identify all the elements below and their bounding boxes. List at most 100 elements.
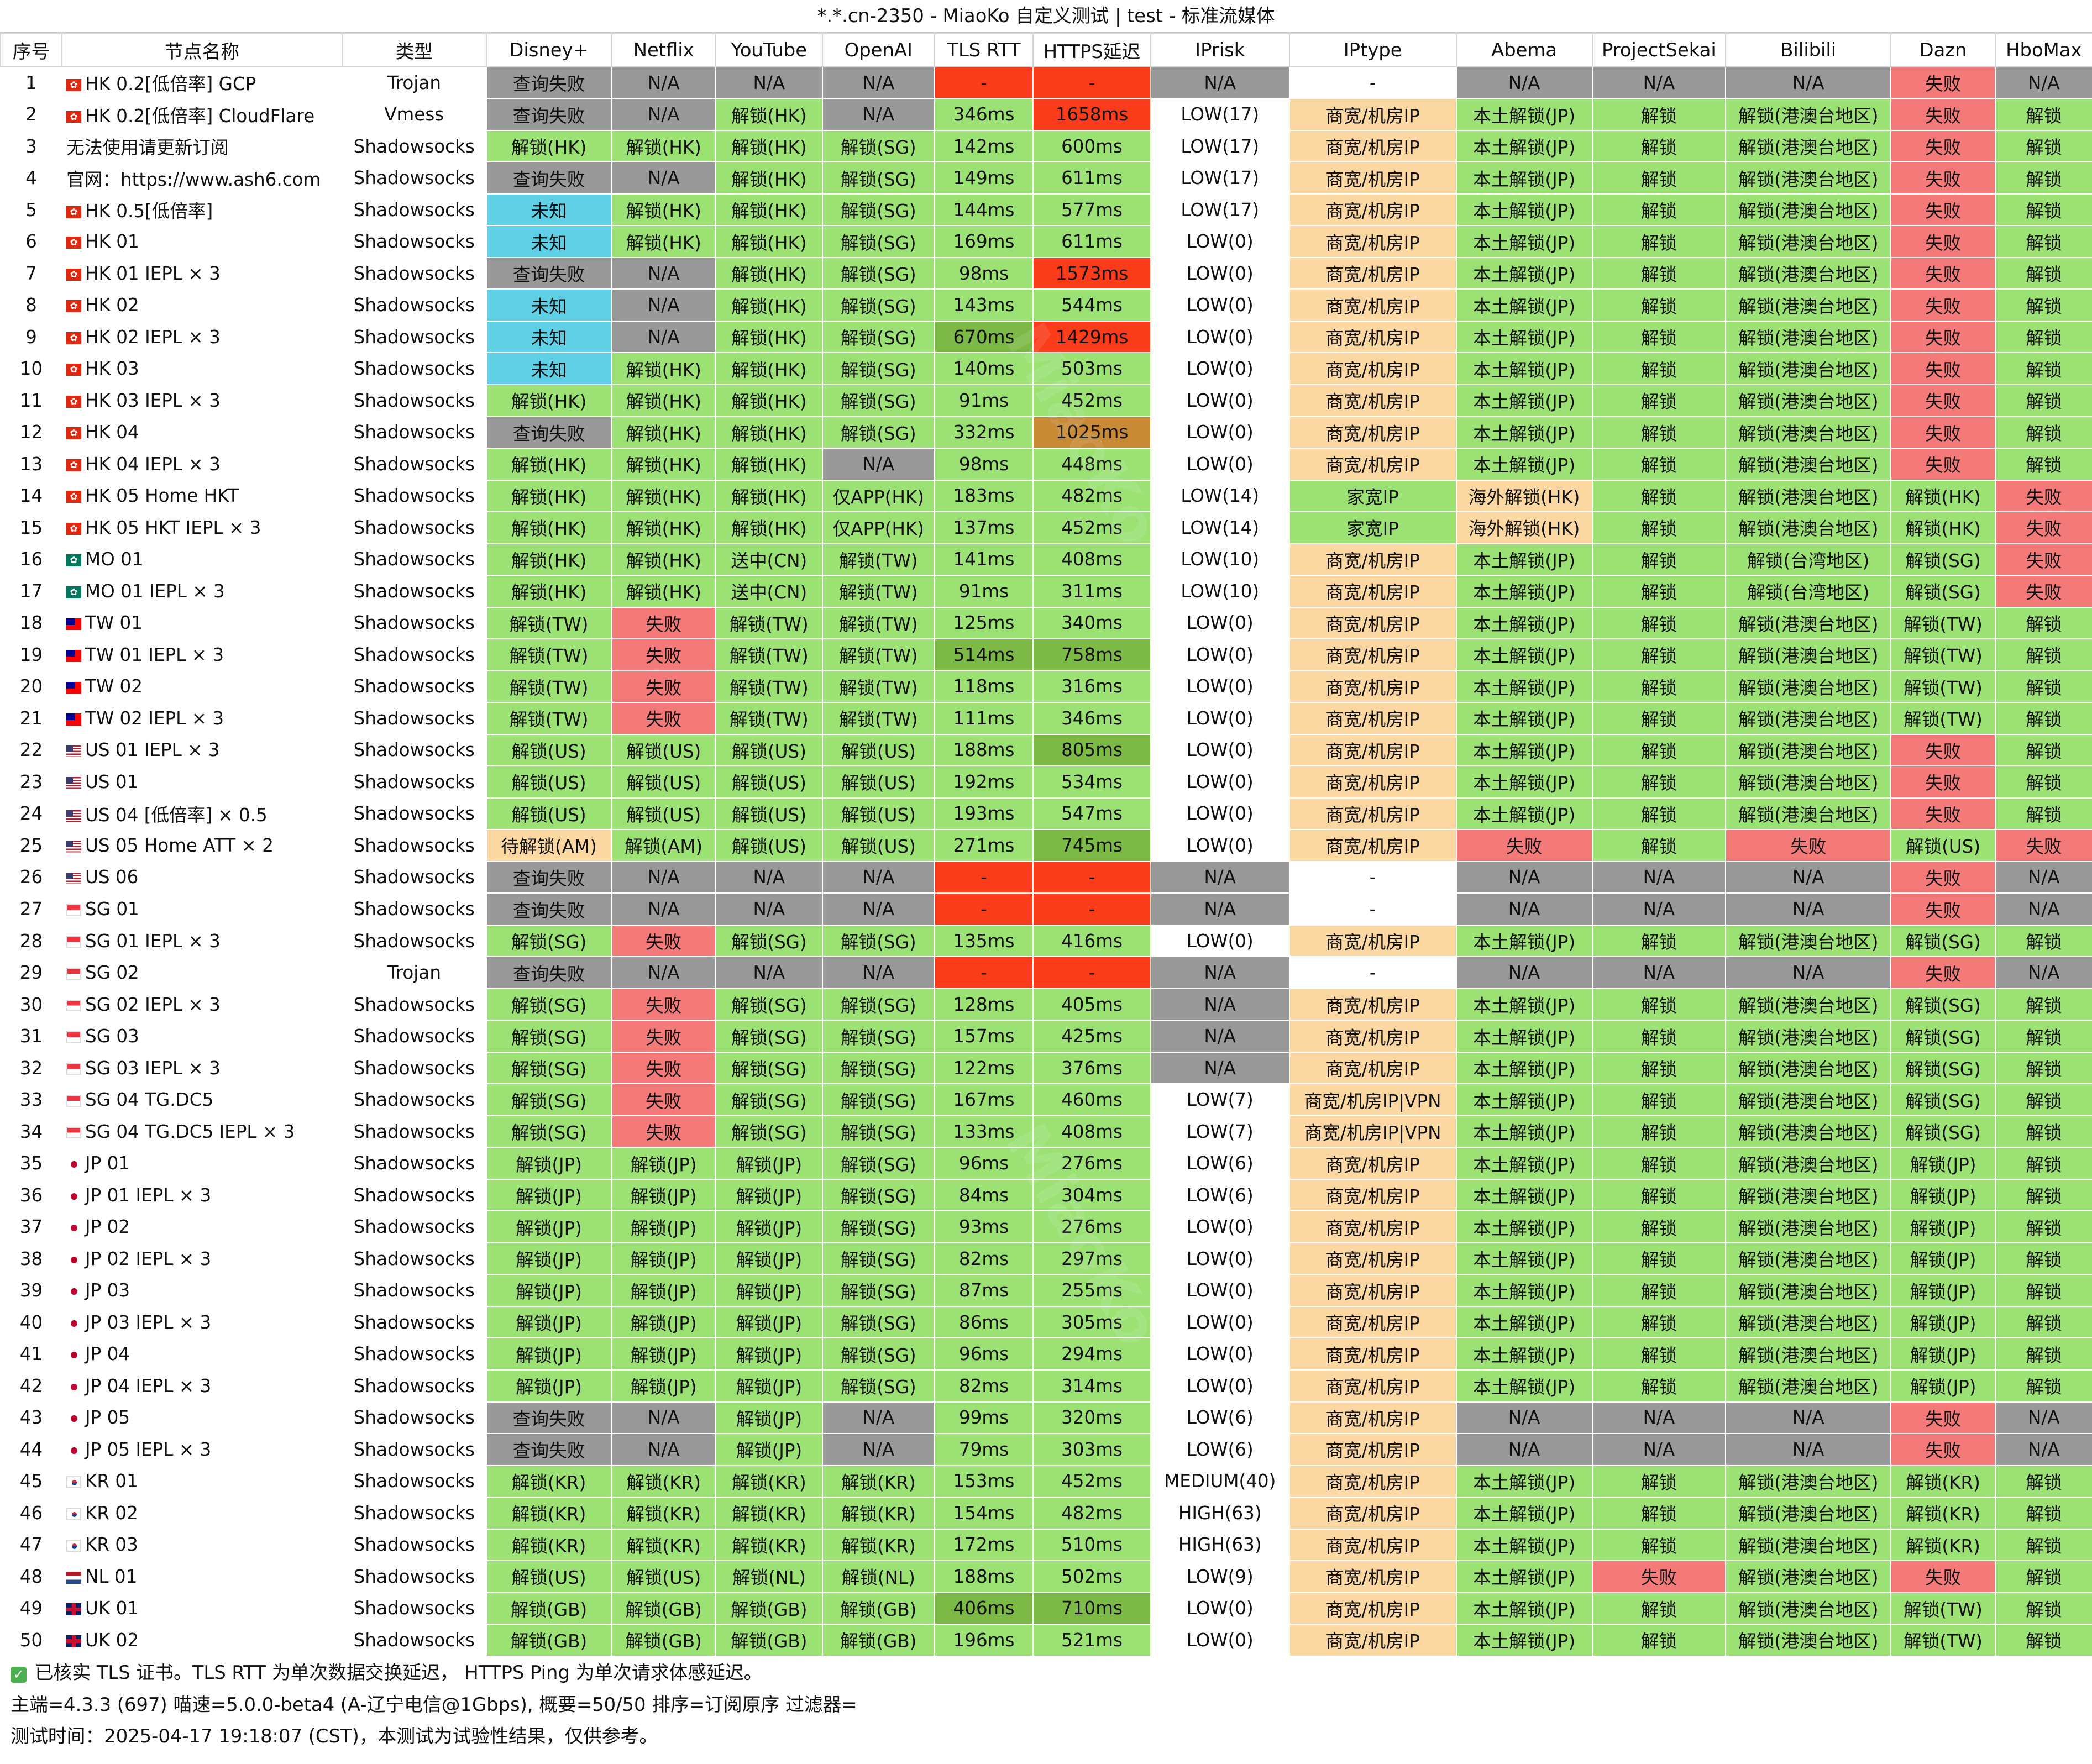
table-row[interactable]: 30 SG 02 IEPL × 3 Shadowsocks 解锁(SG) 失败 解锁(SG… <box>0 988 2092 1021</box>
table-row[interactable]: 48 NL 01 Shadowsocks 解锁(US) 解锁(US) 解锁(NL) 解锁(N… <box>0 1560 2092 1593</box>
table-row[interactable]: 31 SG 03 Shadowsocks 解锁(SG) 失败 解锁(SG) 解锁(SG) 15… <box>0 1020 2092 1053</box>
result-cell: 本土解锁(JP) <box>1455 765 1593 799</box>
table-row[interactable]: 11 ✿ HK 03 IEPL × 3 Shadowsocks 解锁(HK) 解锁(HK)… <box>0 384 2092 417</box>
column-header[interactable]: 序号 <box>0 33 63 67</box>
result-cell: 解锁(GB) <box>611 1592 716 1625</box>
table-row[interactable]: 23 US 01 Shadowsocks 解锁(US) 解锁(US) 解锁(US) 解锁(U… <box>0 765 2092 799</box>
result-cell: 商宽/机房IP <box>1288 1369 1457 1403</box>
table-row[interactable]: 34 SG 04 TG.DC5 IEPL × 3 Shadowsocks 解锁(SG)… <box>0 1115 2092 1148</box>
table-row[interactable]: 46 KR 02 Shadowsocks 解锁(KR) 解锁(KR) 解锁(KR) 解锁(K… <box>0 1497 2092 1530</box>
table-row[interactable]: 33 SG 04 TG.DC5 Shadowsocks 解锁(SG) 失败 解锁(SG) 解… <box>0 1083 2092 1116</box>
result-cell: 解锁(TW) <box>715 702 823 735</box>
result-cell: 解锁 <box>1591 225 1727 258</box>
column-header[interactable]: Dazn <box>1890 33 1996 67</box>
result-cell: N/A <box>611 320 716 354</box>
node-name-text: HK 05 Home HKT <box>85 485 239 507</box>
result-cell: N/A <box>821 448 935 481</box>
table-row[interactable]: 29 SG 02 Trojan 查询失败 N/A N/A N/A - - N/A - N/A N/A N/… <box>0 956 2092 989</box>
result-cell: N/A <box>1725 1401 1892 1435</box>
table-row[interactable]: 36 JP 01 IEPL × 3 Shadowsocks 解锁(JP) 解锁(JP) 解… <box>0 1178 2092 1212</box>
table-row[interactable]: 20 TW 02 Shadowsocks 解锁(TW) 失败 解锁(TW) 解锁(TW) 11… <box>0 670 2092 704</box>
table-row[interactable]: 14 ✿ HK 05 Home HKT Shadowsocks 解锁(HK) 解锁(HK)… <box>0 479 2092 513</box>
result-cell: 解锁 <box>1591 1147 1727 1180</box>
table-row[interactable]: 5 ✿ HK 0.5[低倍率] Shadowsocks 未知 解锁(HK) 解锁(HK) 解锁… <box>0 193 2092 227</box>
table-row[interactable]: 19 TW 01 IEPL × 3 Shadowsocks 解锁(TW) 失败 解锁(TW… <box>0 638 2092 671</box>
column-header[interactable]: ProjectSekai <box>1591 33 1727 67</box>
table-row[interactable]: 24 US 04 [低倍率] × 0.5 Shadowsocks 解锁(US) 解锁(U… <box>0 797 2092 831</box>
table-row[interactable]: 43 JP 05 Shadowsocks 查询失败 N/A 解锁(JP) N/A 99ms 32… <box>0 1401 2092 1435</box>
table-row[interactable]: 42 JP 04 IEPL × 3 Shadowsocks 解锁(JP) 解锁(JP) 解… <box>0 1369 2092 1403</box>
hk-flag-icon: ✿ <box>66 522 81 535</box>
table-row[interactable]: 17 ✿ MO 01 IEPL × 3 Shadowsocks 解锁(HK) 解锁(HK)… <box>0 575 2092 608</box>
table-row[interactable]: 27 SG 01 Shadowsocks 查询失败 N/A N/A N/A - - N/A - N/A… <box>0 893 2092 926</box>
table-row[interactable]: 44 JP 05 IEPL × 3 Shadowsocks 查询失败 N/A 解锁(JP)… <box>0 1433 2092 1466</box>
column-header[interactable]: Netflix <box>611 33 716 67</box>
table-row[interactable]: 4 官网：https://www.ash6.com Shadowsocks 查询失败 N… <box>0 161 2092 195</box>
table-row[interactable]: 13 ✿ HK 04 IEPL × 3 Shadowsocks 解锁(HK) 解锁(HK)… <box>0 448 2092 481</box>
table-row[interactable]: 16 ✿ MO 01 Shadowsocks 解锁(HK) 解锁(HK) 送中(CN) 解锁(… <box>0 543 2092 576</box>
table-row[interactable]: 38 JP 02 IEPL × 3 Shadowsocks 解锁(JP) 解锁(JP) 解… <box>0 1242 2092 1275</box>
column-header[interactable]: 类型 <box>341 33 487 67</box>
result-cell: 解锁(港澳台地区) <box>1725 924 1892 958</box>
table-row[interactable]: 21 TW 02 IEPL × 3 Shadowsocks 解锁(TW) 失败 解锁(TW… <box>0 702 2092 735</box>
table-row[interactable]: 3 无法使用请更新订阅 Shadowsocks 解锁(HK) 解锁(HK) 解锁(HK) 解… <box>0 129 2092 163</box>
column-header[interactable]: Disney+ <box>485 33 612 67</box>
result-cell: 未知 <box>485 288 612 322</box>
column-header[interactable]: Abema <box>1455 33 1593 67</box>
column-header[interactable]: HTTPS延迟 <box>1032 33 1151 67</box>
table-row[interactable]: 40 JP 03 IEPL × 3 Shadowsocks 解锁(JP) 解锁(JP) 解… <box>0 1305 2092 1339</box>
result-cell: 解锁(SG) <box>821 416 935 449</box>
node-name: SG 01 IEPL × 3 <box>61 924 343 958</box>
table-row[interactable]: 28 SG 01 IEPL × 3 Shadowsocks 解锁(SG) 失败 解锁(SG… <box>0 924 2092 958</box>
table-row[interactable]: 47 KR 03 Shadowsocks 解锁(KR) 解锁(KR) 解锁(KR) 解锁(K… <box>0 1528 2092 1562</box>
result-cell: 解锁(US) <box>821 733 935 767</box>
result-cell: 未知 <box>485 193 612 227</box>
table-row[interactable]: 35 JP 01 Shadowsocks 解锁(JP) 解锁(JP) 解锁(JP) 解锁(S… <box>0 1147 2092 1180</box>
row-index: 38 <box>0 1242 63 1275</box>
table-row[interactable]: 12 ✿ HK 04 Shadowsocks 查询失败 解锁(HK) 解锁(HK) 解锁(SG… <box>0 416 2092 449</box>
result-cell: 解锁 <box>1591 193 1727 227</box>
table-row[interactable]: 9 ✿ HK 02 IEPL × 3 Shadowsocks 未知 N/A 解锁(HK) 解锁… <box>0 320 2092 354</box>
result-cell: 解锁(US) <box>1890 829 1996 862</box>
result-cell: N/A <box>1591 66 1727 99</box>
column-header[interactable]: YouTube <box>715 33 823 67</box>
result-cell: - <box>934 893 1034 926</box>
table-row[interactable]: 15 ✿ HK 05 HKT IEPL × 3 Shadowsocks 解锁(HK) 解锁… <box>0 511 2092 544</box>
column-header[interactable]: HboMax <box>1994 33 2092 67</box>
column-header[interactable]: 节点名称 <box>61 33 343 67</box>
table-row[interactable]: 32 SG 03 IEPL × 3 Shadowsocks 解锁(SG) 失败 解锁(SG… <box>0 1051 2092 1085</box>
table-row[interactable]: 7 ✿ HK 01 IEPL × 3 Shadowsocks 查询失败 N/A 解锁(HK)… <box>0 256 2092 290</box>
result-cell: 解锁(US) <box>611 765 716 799</box>
table-row[interactable]: 37 JP 02 Shadowsocks 解锁(JP) 解锁(JP) 解锁(JP) 解锁(S… <box>0 1210 2092 1243</box>
table-row[interactable]: 8 ✿ HK 02 Shadowsocks 未知 N/A 解锁(HK) 解锁(SG) 143ms… <box>0 288 2092 322</box>
table-row[interactable]: 39 JP 03 Shadowsocks 解锁(JP) 解锁(JP) 解锁(JP) 解锁(S… <box>0 1274 2092 1307</box>
result-cell: N/A <box>1150 1051 1290 1085</box>
result-cell: 仅APP(HK) <box>821 479 935 513</box>
result-cell: LOW(6) <box>1150 1433 1290 1466</box>
result-cell: 本土解锁(JP) <box>1455 1242 1593 1275</box>
column-header[interactable]: Bilibili <box>1725 33 1892 67</box>
column-header[interactable]: IPrisk <box>1150 33 1290 67</box>
table-row[interactable]: 49 UK 01 Shadowsocks 解锁(GB) 解锁(GB) 解锁(GB) 解锁(G… <box>0 1592 2092 1625</box>
table-row[interactable]: 1 ✿ HK 0.2[低倍率] GCP Trojan 查询失败 N/A N/A N/A - - N/… <box>0 66 2092 99</box>
column-header[interactable]: TLS RTT <box>934 33 1034 67</box>
table-row[interactable]: 10 ✿ HK 03 Shadowsocks 未知 解锁(HK) 解锁(HK) 解锁(SG) 1… <box>0 352 2092 385</box>
result-cell: 122ms <box>934 1051 1034 1085</box>
result-cell: 商宽/机房IP <box>1288 1178 1457 1212</box>
table-row[interactable]: 45 KR 01 Shadowsocks 解锁(KR) 解锁(KR) 解锁(KR) 解锁(K… <box>0 1464 2092 1498</box>
table-row[interactable]: 41 JP 04 Shadowsocks 解锁(JP) 解锁(JP) 解锁(JP) 解锁(S… <box>0 1337 2092 1371</box>
result-cell: LOW(0) <box>1150 638 1290 671</box>
node-name: TW 02 IEPL × 3 <box>61 702 343 735</box>
result-cell: N/A <box>1591 1433 1727 1466</box>
table-row[interactable]: 26 US 06 Shadowsocks 查询失败 N/A N/A N/A - - N/A - N/A… <box>0 860 2092 894</box>
column-header[interactable]: OpenAI <box>821 33 935 67</box>
node-name-text: SG 03 IEPL × 3 <box>85 1057 221 1079</box>
table-row[interactable]: 22 US 01 IEPL × 3 Shadowsocks 解锁(US) 解锁(US) 解… <box>0 733 2092 767</box>
result-cell: 解锁(HK) <box>611 193 716 227</box>
table-row[interactable]: 2 ✿ HK 0.2[低倍率] CloudFlare Vmess 查询失败 N/A 解锁(H… <box>0 98 2092 131</box>
table-row[interactable]: 50 UK 02 Shadowsocks 解锁(GB) 解锁(GB) 解锁(GB) 解锁(G… <box>0 1624 2092 1657</box>
table-row[interactable]: 6 ✿ HK 01 Shadowsocks 未知 解锁(HK) 解锁(HK) 解锁(SG) 16… <box>0 225 2092 258</box>
column-header[interactable]: IPtype <box>1288 33 1457 67</box>
table-row[interactable]: 25 US 05 Home ATT × 2 Shadowsocks 待解锁(AM) 解锁… <box>0 829 2092 862</box>
table-row[interactable]: 18 TW 01 Shadowsocks 解锁(TW) 失败 解锁(TW) 解锁(TW) 12… <box>0 606 2092 640</box>
